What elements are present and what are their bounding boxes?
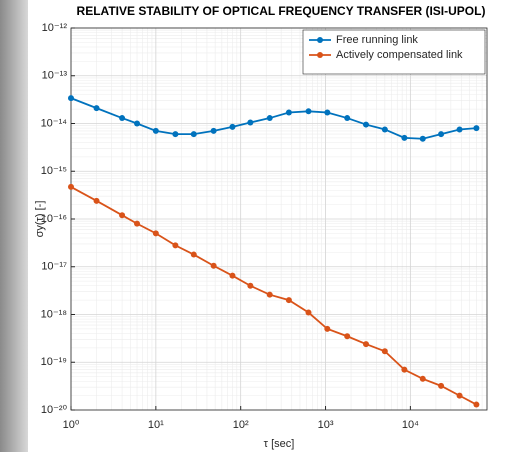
data-point [266, 291, 273, 298]
data-point [419, 375, 426, 382]
data-point [93, 105, 100, 112]
data-point [363, 121, 370, 128]
legend-box [302, 29, 486, 75]
data-point [210, 127, 217, 134]
data-point [324, 109, 331, 116]
data-point [134, 220, 141, 227]
data-point [473, 401, 480, 408]
data-point [438, 131, 445, 138]
y-tick-label: 10⁻¹⁵ [41, 165, 67, 177]
data-point [285, 297, 292, 304]
chart-title: RELATIVE STABILITY OF OPTICAL FREQUENCY … [77, 4, 486, 18]
data-point [247, 282, 254, 289]
data-point [344, 333, 351, 340]
data-point [419, 135, 426, 142]
data-point [401, 366, 408, 373]
plot-frame [70, 27, 488, 411]
data-point [229, 123, 236, 130]
data-point [473, 125, 480, 132]
y-tick-label: 10⁻¹⁹ [41, 356, 67, 368]
series-line [70, 97, 477, 140]
data-point [172, 242, 179, 249]
data-point [266, 115, 273, 122]
legend-label: Free running link [336, 34, 418, 46]
y-tick-label: 10⁻¹³ [42, 70, 68, 82]
data-point [152, 230, 159, 237]
data-point [190, 251, 197, 258]
data-point [247, 119, 254, 126]
legend-marker [317, 37, 323, 43]
data-point [229, 272, 236, 279]
series-line [70, 186, 477, 406]
x-tick-label: 10¹ [148, 419, 164, 431]
y-tick-label: 10⁻¹⁶ [41, 213, 67, 225]
y-axis-label: σy(τ) [-] [34, 201, 46, 238]
x-tick-label: 10³ [318, 419, 334, 431]
data-point [305, 309, 312, 316]
data-point [456, 126, 463, 133]
data-point [363, 341, 370, 348]
data-point [344, 115, 351, 122]
data-point [456, 392, 463, 399]
data-point [438, 382, 445, 389]
data-point [324, 325, 331, 332]
data-point [381, 126, 388, 133]
data-point [119, 212, 126, 219]
background-strip [0, 0, 28, 452]
x-tick-label: 10² [233, 419, 249, 431]
data-point [285, 109, 292, 116]
data-point [119, 115, 126, 122]
data-point [93, 197, 100, 204]
data-point [134, 120, 141, 127]
x-tick-label: 10⁴ [402, 419, 419, 431]
legend-label: Actively compensated link [336, 49, 463, 61]
data-point [210, 262, 217, 269]
data-point [152, 127, 159, 134]
y-tick-label: 10⁻²⁰ [41, 404, 68, 416]
legend-marker [317, 52, 323, 58]
y-tick-label: 10⁻¹⁸ [41, 308, 67, 320]
data-point [401, 134, 408, 141]
data-point [305, 108, 312, 115]
y-tick-label: 10⁻¹⁴ [41, 117, 68, 129]
data-point [68, 183, 74, 190]
x-tick-label: 10⁰ [63, 419, 80, 431]
x-axis-label: τ [sec] [264, 438, 295, 450]
data-point [381, 348, 388, 355]
y-tick-label: 10⁻¹² [42, 22, 68, 34]
data-point [172, 131, 179, 138]
data-point [190, 131, 197, 138]
y-tick-label: 10⁻¹⁷ [41, 261, 67, 273]
data-point [68, 95, 74, 102]
